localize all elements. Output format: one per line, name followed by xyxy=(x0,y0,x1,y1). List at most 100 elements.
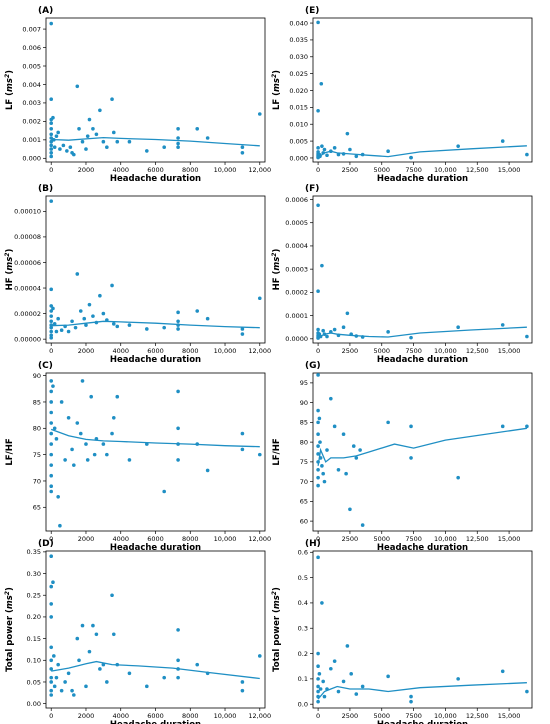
y-tick-label: 95 xyxy=(300,379,308,387)
scatter-point xyxy=(73,325,78,330)
scatter-point xyxy=(63,680,67,684)
x-tick-label: 0 xyxy=(49,712,53,720)
scatter-point xyxy=(316,373,320,377)
x-tick-label: 2000 xyxy=(78,535,95,543)
y-axis-unit-open: ( xyxy=(272,609,282,616)
scatter-point xyxy=(345,131,350,136)
scatter-point xyxy=(145,684,149,689)
scatter-point xyxy=(89,394,93,399)
y-axis-unit: ms xyxy=(272,595,282,609)
y-tick-label: 0.0006 xyxy=(285,196,308,204)
scatter-point xyxy=(325,334,329,339)
scatter-point xyxy=(87,302,92,307)
x-tick-label: 6000 xyxy=(147,535,164,543)
scatter-point xyxy=(316,20,320,25)
scatter-point xyxy=(316,699,320,704)
scatter-point xyxy=(316,289,320,294)
scatter-point xyxy=(316,452,320,456)
x-tick-label: 7500 xyxy=(405,347,422,355)
scatter-point xyxy=(49,602,54,606)
y-tick-label: 60 xyxy=(300,517,308,525)
scatter-point xyxy=(205,468,210,473)
y-tick-label: 0.00002 xyxy=(14,310,41,318)
scatter-point xyxy=(341,432,346,437)
x-tick-label: 4000 xyxy=(112,347,129,355)
x-tick-label: 2000 xyxy=(78,347,95,355)
x-tick-label: 10,000 xyxy=(214,166,237,174)
scatter-point xyxy=(341,325,346,330)
x-tick-label: 10,000 xyxy=(434,166,457,174)
scatter-point xyxy=(51,384,55,388)
y-axis-unit-open: ( xyxy=(5,609,15,616)
x-tick-label: 12,500 xyxy=(466,712,489,720)
scatter-point xyxy=(316,664,320,669)
scatter-point xyxy=(49,309,54,313)
scatter-point xyxy=(386,674,390,679)
scatter-point xyxy=(176,458,180,462)
scatter-point xyxy=(49,615,54,619)
y-tick-label: 90 xyxy=(33,372,41,380)
scatter-point xyxy=(110,283,114,288)
y-axis-name: Total power xyxy=(5,615,15,672)
scatter-point xyxy=(176,310,180,315)
scatter-point xyxy=(322,479,327,484)
y-tick-label: 0.004 xyxy=(22,81,41,89)
x-axis-title: Headache duration xyxy=(110,543,201,553)
scatter-point xyxy=(56,130,60,135)
scatter-point xyxy=(49,314,54,318)
x-axis-title: Headache duration xyxy=(377,355,468,365)
scatter-point xyxy=(316,408,320,413)
scatter-point xyxy=(316,146,320,150)
panel-label: (B) xyxy=(38,184,53,194)
chart-panel: (E) 0 2500 5000 7500 10,000 12,500 15,000 0.000 0… xyxy=(271,6,533,184)
y-axis-title: Total power (ms2) xyxy=(4,587,15,672)
x-tick-label: 10,000 xyxy=(214,347,237,355)
scatter-point xyxy=(54,437,59,441)
x-tick-label: 12,500 xyxy=(466,535,489,543)
scatter-point xyxy=(66,329,71,334)
y-tick-label: 0.00010 xyxy=(14,208,41,216)
scatter-point xyxy=(78,309,83,313)
scatter-point xyxy=(205,316,210,321)
scatter-point xyxy=(49,143,54,148)
x-tick-label: 12,000 xyxy=(248,712,271,720)
plot-frame xyxy=(45,372,266,532)
scatter-point xyxy=(59,400,64,404)
y-tick-label: 90 xyxy=(300,399,308,407)
scatter-point xyxy=(52,684,57,689)
plot-frame xyxy=(45,195,266,344)
scatter-point xyxy=(49,333,54,338)
scatter-point xyxy=(101,442,106,446)
scatter-point xyxy=(105,680,109,684)
scatter-point xyxy=(49,554,54,559)
scatter-point xyxy=(386,149,390,154)
chart-panel: (D) 0 2000 4000 6000 8000 10,000 12,000 0.00 0.05… xyxy=(4,539,271,724)
scatter-point xyxy=(85,458,90,462)
x-tick-label: 8000 xyxy=(182,535,199,543)
y-axis-unit-close: ) xyxy=(5,70,15,74)
scatter-point xyxy=(409,335,413,340)
x-tick-label: 12,500 xyxy=(466,347,489,355)
scatter-point xyxy=(176,141,180,146)
scatter-point xyxy=(101,139,106,144)
scatter-point xyxy=(49,126,54,131)
x-tick-label: 12,000 xyxy=(248,535,271,543)
y-tick-label: 65 xyxy=(33,504,41,512)
scatter-point xyxy=(348,507,352,512)
scatter-point xyxy=(386,330,390,334)
scatter-point xyxy=(316,108,320,113)
scatter-point xyxy=(500,669,505,674)
y-axis-unit-close: ) xyxy=(272,70,282,74)
scatter-point xyxy=(500,323,505,327)
chart-panel: (F) 0 2500 5000 7500 10,000 12,500 15,000 0.0000… xyxy=(271,184,533,365)
y-axis-unit-close: ) xyxy=(5,587,15,591)
scatter-point xyxy=(329,396,333,401)
panel-label: (D) xyxy=(38,539,54,549)
scatter-point xyxy=(66,415,71,420)
scatter-point xyxy=(321,328,325,333)
scatter-point xyxy=(145,327,149,331)
scatter-point xyxy=(111,632,116,637)
scatter-point xyxy=(72,463,76,467)
scatter-point xyxy=(195,309,200,313)
scatter-point xyxy=(70,447,74,452)
